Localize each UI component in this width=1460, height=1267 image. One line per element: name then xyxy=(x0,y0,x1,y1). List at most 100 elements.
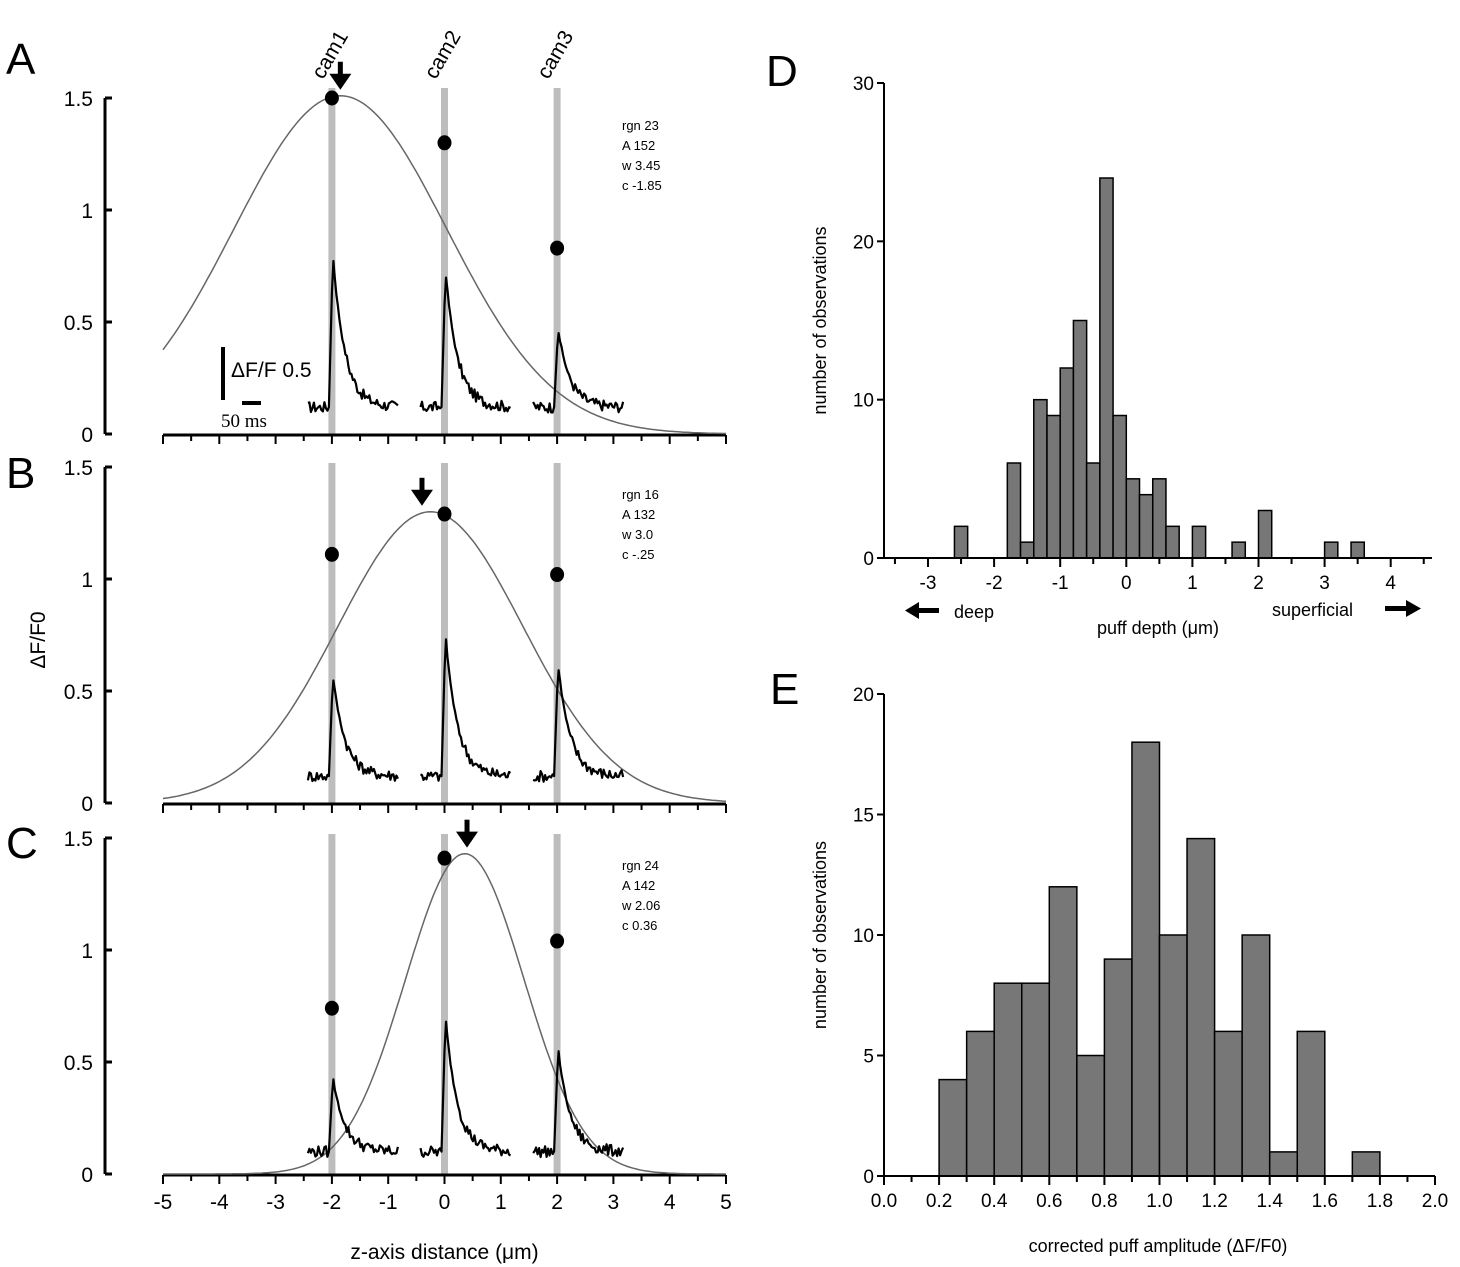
deep-arrow-shaft xyxy=(917,608,939,613)
fit-annotation-line: c -.25 xyxy=(622,547,655,562)
histogram-bar xyxy=(1351,1151,1381,1177)
fit-data-point-3 xyxy=(550,240,565,256)
fit-data-point-3 xyxy=(550,933,565,949)
camera-band-1 xyxy=(328,463,336,803)
x-tick-label: 0 xyxy=(439,1191,451,1214)
y-tick-label: 1 xyxy=(81,940,93,963)
histogram-bar xyxy=(1021,982,1051,1177)
y-tick-label: 20 xyxy=(853,685,874,706)
histogram-bar xyxy=(1046,414,1061,559)
y-tick-label: 20 xyxy=(853,232,874,253)
camera-band-2 xyxy=(441,834,448,1174)
center-arrow-shaft xyxy=(464,819,470,834)
y-tick-label: 1.5 xyxy=(64,457,93,480)
x-tick-label: 1.8 xyxy=(1367,1191,1393,1212)
histogram-bar xyxy=(1085,462,1101,559)
histogram-bar xyxy=(1006,462,1022,559)
right-arrow-icon xyxy=(1406,600,1421,617)
camera-band-3 xyxy=(553,463,561,803)
histogram-bar xyxy=(1186,837,1216,1177)
x-tick-label: 0.4 xyxy=(981,1191,1008,1212)
x-axis-title: puff depth (μm) xyxy=(1097,618,1219,638)
histogram-bar xyxy=(1019,541,1035,559)
x-tick-label: 1.6 xyxy=(1312,1191,1338,1212)
fluorescence-trace-2 xyxy=(419,1020,512,1158)
panel-b: 0 0.5 1 1.5 rgn 16 A 132 w 3.0 c -.25 ΔF/F0 xyxy=(27,457,727,816)
y-tick-label: 15 xyxy=(853,806,874,827)
fit-annotation-line: rgn 24 xyxy=(622,858,659,873)
histogram-bar xyxy=(965,1030,995,1177)
histogram-bar xyxy=(1131,741,1161,1177)
camera-label-3: cam3 xyxy=(533,27,579,83)
histogram-bar xyxy=(1059,367,1075,559)
fit-data-point-1 xyxy=(324,546,339,562)
fit-annotation-line: c -1.85 xyxy=(622,178,662,193)
fluorescence-trace-3 xyxy=(532,332,625,414)
y-tick-label: 0.5 xyxy=(64,1052,93,1075)
panel-letter-c: C xyxy=(6,819,38,868)
x-tick-label: 4 xyxy=(664,1191,676,1214)
fit-data-point-1 xyxy=(324,90,339,106)
deep-label: deep xyxy=(954,602,994,622)
scale-bar-vertical-label: ΔF/F 0.5 xyxy=(231,359,312,382)
y-tick-label: 0.5 xyxy=(64,312,93,335)
gaussian-fit-curve xyxy=(163,852,726,1175)
x-tick-label: 0.6 xyxy=(1036,1191,1062,1212)
y-tick-label: 0.5 xyxy=(64,681,93,704)
camera-band-1 xyxy=(328,88,336,434)
x-tick-label: 1.2 xyxy=(1201,1191,1227,1212)
fluorescence-trace-1 xyxy=(306,679,399,783)
x-tick-label: -5 xyxy=(154,1191,173,1214)
y-tick-label: 30 xyxy=(853,74,874,95)
camera-band-2 xyxy=(441,463,448,803)
x-tick-label: 1 xyxy=(495,1191,507,1214)
x-tick-label: 0.8 xyxy=(1091,1191,1117,1212)
x-tick-label: 4 xyxy=(1385,573,1396,594)
x-tick-label: -1 xyxy=(379,1191,398,1214)
panel-letter-d: D xyxy=(766,47,798,96)
fit-annotation-line: rgn 16 xyxy=(622,487,659,502)
scale-bar-horizontal xyxy=(242,401,261,405)
histogram-bar xyxy=(1138,493,1154,559)
histogram-bar xyxy=(1231,541,1247,559)
y-tick-label: 1.5 xyxy=(64,828,93,851)
histogram-bar xyxy=(938,1078,968,1177)
x-axis-title: z-axis distance (μm) xyxy=(350,1241,538,1264)
center-arrow-icon xyxy=(456,831,479,848)
x-tick-label: 0.0 xyxy=(871,1191,897,1212)
fit-annotation-line: w 3.0 xyxy=(621,527,653,542)
histogram-bar xyxy=(1213,1030,1243,1177)
histogram-bar xyxy=(1257,509,1273,559)
x-tick-label: 0 xyxy=(1121,573,1132,594)
center-arrow-icon xyxy=(410,489,433,506)
histogram-bar xyxy=(993,982,1023,1177)
histogram-bar xyxy=(1099,177,1114,559)
x-tick-label: -1 xyxy=(1052,573,1069,594)
histogram-bar xyxy=(953,525,969,559)
histogram-bar xyxy=(1323,541,1339,559)
fit-data-point-2 xyxy=(437,850,452,866)
x-tick-label: -2 xyxy=(323,1191,342,1214)
histogram-bar xyxy=(1241,934,1271,1177)
x-tick-label: 2.0 xyxy=(1422,1191,1448,1212)
fit-data-point-1 xyxy=(324,1000,339,1016)
y-tick-label: 10 xyxy=(853,926,874,947)
y-tick-label: 0 xyxy=(81,1164,93,1187)
y-tick-label: 0 xyxy=(863,1167,874,1188)
y-axis-title: ΔF/F0 xyxy=(27,611,50,668)
x-tick-label: 2 xyxy=(1253,573,1264,594)
histogram-bar xyxy=(1191,525,1207,559)
x-tick-label: 1.0 xyxy=(1146,1191,1172,1212)
panel-letter-a: A xyxy=(6,35,36,84)
fluorescence-trace-3 xyxy=(532,669,625,783)
x-tick-label: 3 xyxy=(608,1191,620,1214)
x-tick-label: -2 xyxy=(986,573,1003,594)
y-tick-label: 1 xyxy=(81,569,93,592)
fit-annotation-line: c 0.36 xyxy=(622,918,657,933)
histogram-bar xyxy=(1112,414,1128,559)
camera-band-3 xyxy=(553,88,561,434)
fit-annotation-line: A 132 xyxy=(622,507,655,522)
fluorescence-trace-2 xyxy=(420,638,512,782)
x-axis-title: corrected puff amplitude (ΔF/F0) xyxy=(1029,1236,1288,1256)
